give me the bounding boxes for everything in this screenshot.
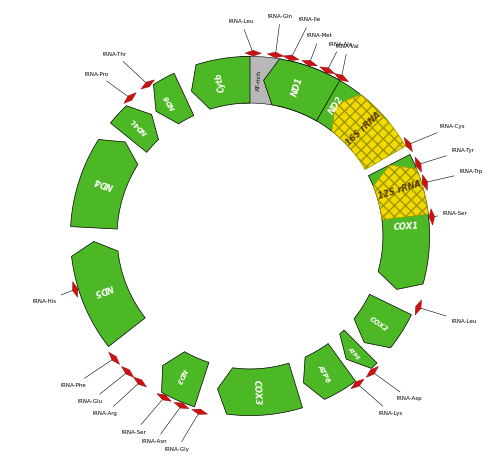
- Text: tRNA-Thr: tRNA-Thr: [104, 52, 146, 83]
- Text: tRNA-Lys: tRNA-Lys: [360, 386, 403, 416]
- Polygon shape: [110, 106, 158, 152]
- Text: tRNA-Glu: tRNA-Glu: [78, 374, 126, 404]
- Text: tRNA-Gln: tRNA-Gln: [268, 14, 293, 52]
- Text: ATP6: ATP6: [316, 364, 330, 384]
- Text: ND5: ND5: [92, 282, 114, 297]
- Polygon shape: [351, 379, 364, 389]
- Text: tRNA-Met: tRNA-Met: [307, 33, 332, 60]
- Polygon shape: [304, 344, 356, 399]
- Text: tRNA-Leu: tRNA-Leu: [228, 19, 254, 51]
- Text: Cytb: Cytb: [214, 72, 226, 93]
- Polygon shape: [278, 60, 388, 152]
- Polygon shape: [366, 366, 378, 378]
- Text: tRNA-Ala: tRNA-Ala: [328, 42, 353, 68]
- Text: tRNA-Tyr: tRNA-Tyr: [421, 148, 475, 164]
- Text: tRNA-Pro: tRNA-Pro: [85, 72, 128, 96]
- Polygon shape: [374, 165, 428, 220]
- Polygon shape: [72, 242, 145, 346]
- Polygon shape: [174, 403, 189, 409]
- Text: tRNA-Ile: tRNA-Ile: [292, 17, 322, 55]
- Polygon shape: [429, 209, 434, 225]
- Text: tRNA-Phe: tRNA-Phe: [62, 360, 112, 388]
- Text: COX2: COX2: [368, 316, 389, 333]
- Text: tRNA-Trp: tRNA-Trp: [428, 169, 483, 182]
- Text: COX1: COX1: [393, 221, 419, 232]
- Text: AT-rich: AT-rich: [256, 69, 262, 91]
- Polygon shape: [240, 57, 281, 105]
- Text: tRNA-Cys: tRNA-Cys: [411, 124, 466, 143]
- Text: ND3: ND3: [175, 368, 188, 385]
- Polygon shape: [354, 294, 412, 348]
- Text: tRNA-Ser: tRNA-Ser: [122, 400, 162, 435]
- Polygon shape: [218, 363, 302, 415]
- Polygon shape: [141, 80, 154, 89]
- Polygon shape: [268, 52, 283, 58]
- Text: COX3: COX3: [252, 379, 262, 405]
- Polygon shape: [157, 394, 172, 401]
- Polygon shape: [124, 93, 136, 103]
- Polygon shape: [134, 377, 146, 387]
- Text: tRNA-Asn: tRNA-Asn: [142, 408, 180, 444]
- Polygon shape: [192, 409, 208, 414]
- Text: ND4L: ND4L: [130, 116, 149, 135]
- Polygon shape: [415, 300, 422, 315]
- Polygon shape: [122, 366, 134, 378]
- Polygon shape: [264, 59, 340, 121]
- Text: tRNA-Asp: tRNA-Asp: [374, 373, 422, 401]
- Polygon shape: [368, 154, 430, 289]
- Text: tRNA-Arg: tRNA-Arg: [93, 384, 138, 416]
- Text: tRNA-Val: tRNA-Val: [336, 43, 359, 75]
- Polygon shape: [72, 282, 78, 297]
- Text: ND4: ND4: [92, 175, 114, 190]
- Text: ND2: ND2: [327, 95, 345, 117]
- Text: tRNA-Ser: tRNA-Ser: [434, 211, 468, 217]
- Polygon shape: [245, 51, 262, 56]
- Text: 16S rRNA: 16S rRNA: [344, 110, 383, 147]
- Text: tRNA-Gly: tRNA-Gly: [164, 414, 198, 452]
- Text: 12S rRNA: 12S rRNA: [376, 179, 422, 201]
- Polygon shape: [415, 157, 422, 172]
- Polygon shape: [154, 73, 194, 124]
- Polygon shape: [404, 137, 412, 152]
- Text: ND6: ND6: [162, 93, 176, 110]
- Polygon shape: [334, 74, 348, 82]
- Polygon shape: [302, 60, 318, 66]
- Text: tRNA-Leu: tRNA-Leu: [421, 308, 477, 324]
- Polygon shape: [108, 352, 120, 364]
- Polygon shape: [70, 140, 138, 229]
- Text: ND1: ND1: [290, 76, 304, 98]
- Polygon shape: [192, 57, 250, 109]
- Polygon shape: [340, 330, 377, 369]
- Polygon shape: [320, 67, 334, 74]
- Text: ATP8: ATP8: [347, 346, 360, 360]
- Polygon shape: [332, 94, 406, 169]
- Polygon shape: [283, 55, 299, 60]
- Text: tRNA-His: tRNA-His: [32, 290, 72, 304]
- Polygon shape: [162, 352, 209, 407]
- Polygon shape: [422, 175, 428, 190]
